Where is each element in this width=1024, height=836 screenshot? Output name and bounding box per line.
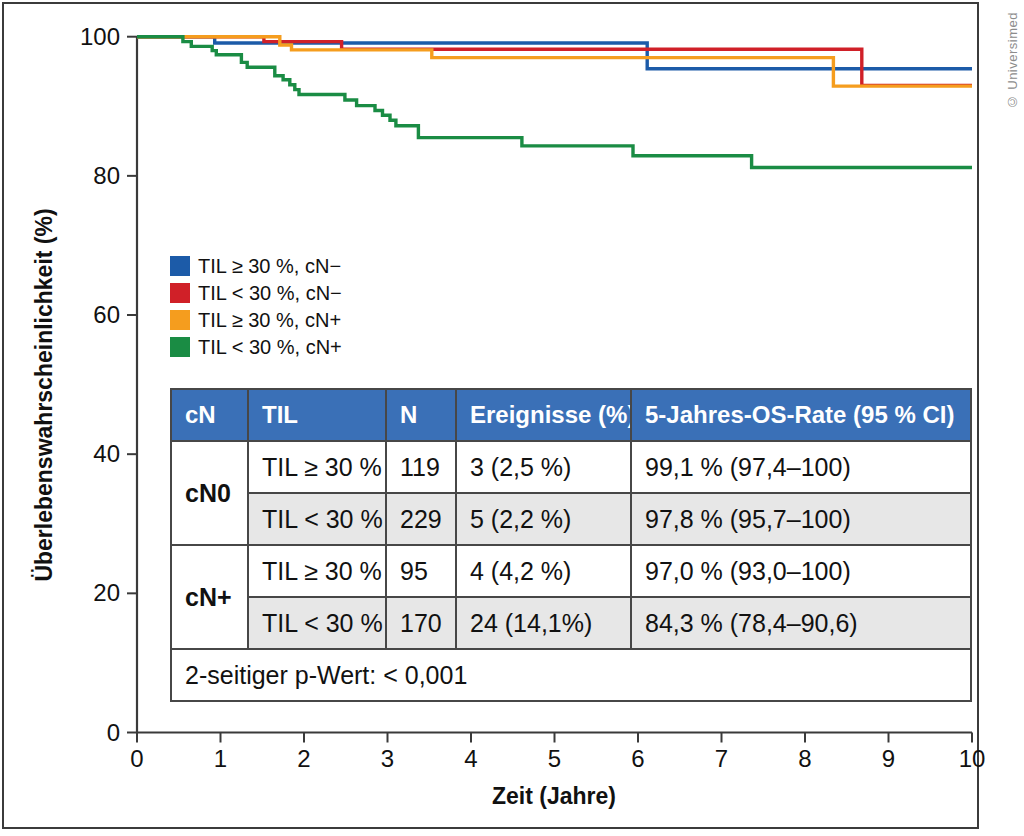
- y-tick-label: 60: [93, 301, 120, 328]
- cell-os-rate: 97,8 % (95,7–100): [631, 493, 971, 545]
- cell-cn-pos: cN+: [171, 545, 248, 649]
- header-n: N: [386, 389, 456, 441]
- cell-n: 229: [386, 493, 456, 545]
- header-ereignisse: Ereignisse (%): [456, 389, 631, 441]
- summary-table: cN TIL N Ereignisse (%) 5-Jahres-OS-Rate…: [170, 388, 972, 702]
- x-tick-label: 8: [798, 745, 811, 772]
- header-til: TIL: [248, 389, 386, 441]
- legend-label: TIL < 30 %, cN+: [198, 336, 342, 359]
- table-row: TIL < 30 % 170 24 (14,1%) 84,3 % (78,4–9…: [171, 597, 971, 649]
- cell-n: 170: [386, 597, 456, 649]
- x-axis-title: Zeit (Jahre): [492, 783, 616, 810]
- x-tick-label: 7: [715, 745, 728, 772]
- cell-os-rate: 99,1 % (97,4–100): [631, 441, 971, 493]
- y-tick-label: 0: [107, 719, 120, 746]
- legend-label: TIL < 30 %, cN−: [198, 282, 342, 305]
- cell-n: 119: [386, 441, 456, 493]
- legend-item-til-ge30-cn-neg: TIL ≥ 30 %, cN−: [170, 256, 342, 276]
- cell-til: TIL < 30 %: [248, 493, 386, 545]
- cell-events: 5 (2,2 %): [456, 493, 631, 545]
- km-figure: 0 20 40 60 80 100 0 1 2 3 4 5 6 7 8 9 10 Überlebenswahrs…: [0, 0, 1024, 836]
- x-tick-label: 2: [297, 745, 310, 772]
- legend-swatch-blue-icon: [170, 256, 190, 276]
- x-tick-label: 9: [882, 745, 895, 772]
- p-value-cell: 2-seitiger p-Wert: < 0,001: [171, 649, 971, 701]
- legend-item-til-lt30-cn-neg: TIL < 30 %, cN−: [170, 283, 342, 303]
- legend-swatch-green-icon: [170, 337, 190, 357]
- legend-item-til-lt30-cn-pos: TIL < 30 %, cN+: [170, 337, 342, 357]
- cell-cn0: cN0: [171, 441, 248, 545]
- legend: TIL ≥ 30 %, cN− TIL < 30 %, cN− TIL ≥ 30…: [170, 256, 342, 364]
- table-header-row: cN TIL N Ereignisse (%) 5-Jahres-OS-Rate…: [171, 389, 971, 441]
- x-tick-label: 1: [214, 745, 227, 772]
- x-tick-label: 6: [631, 745, 644, 772]
- header-cn: cN: [171, 389, 248, 441]
- legend-label: TIL ≥ 30 %, cN−: [198, 255, 341, 278]
- cell-til: TIL ≥ 30 %: [248, 545, 386, 597]
- cell-events: 4 (4,2 %): [456, 545, 631, 597]
- cell-til: TIL ≥ 30 %: [248, 441, 386, 493]
- x-tick-label: 5: [548, 745, 561, 772]
- table-footer-row: 2-seitiger p-Wert: < 0,001: [171, 649, 971, 701]
- cell-n: 95: [386, 545, 456, 597]
- table-row: TIL < 30 % 229 5 (2,2 %) 97,8 % (95,7–10…: [171, 493, 971, 545]
- legend-item-til-ge30-cn-pos: TIL ≥ 30 %, cN+: [170, 310, 342, 330]
- cell-til: TIL < 30 %: [248, 597, 386, 649]
- copyright-credit: © Universimed: [1005, 12, 1020, 109]
- legend-swatch-red-icon: [170, 283, 190, 303]
- y-tick-label: 20: [93, 579, 120, 606]
- cell-os-rate: 84,3 % (78,4–90,6): [631, 597, 971, 649]
- cell-os-rate: 97,0 % (93,0–100): [631, 545, 971, 597]
- cell-events: 3 (2,5 %): [456, 441, 631, 493]
- y-tick-label: 80: [93, 162, 120, 189]
- y-tick-label: 100: [80, 23, 120, 50]
- x-tick-label: 3: [381, 745, 394, 772]
- cell-events: 24 (14,1%): [456, 597, 631, 649]
- table-row: cN0 TIL ≥ 30 % 119 3 (2,5 %) 99,1 % (97,…: [171, 441, 971, 493]
- x-tick-label: 0: [130, 745, 143, 772]
- y-axis-title: Überlebenswahrscheinlichkeit (%): [31, 208, 58, 581]
- legend-label: TIL ≥ 30 %, cN+: [198, 309, 341, 332]
- y-tick-label: 40: [93, 440, 120, 467]
- header-os-rate: 5-Jahres-OS-Rate (95 % CI): [631, 389, 971, 441]
- x-tick-label: 4: [464, 745, 477, 772]
- table-row: cN+ TIL ≥ 30 % 95 4 (4,2 %) 97,0 % (93,0…: [171, 545, 971, 597]
- x-tick-label: 10: [959, 745, 986, 772]
- legend-swatch-orange-icon: [170, 310, 190, 330]
